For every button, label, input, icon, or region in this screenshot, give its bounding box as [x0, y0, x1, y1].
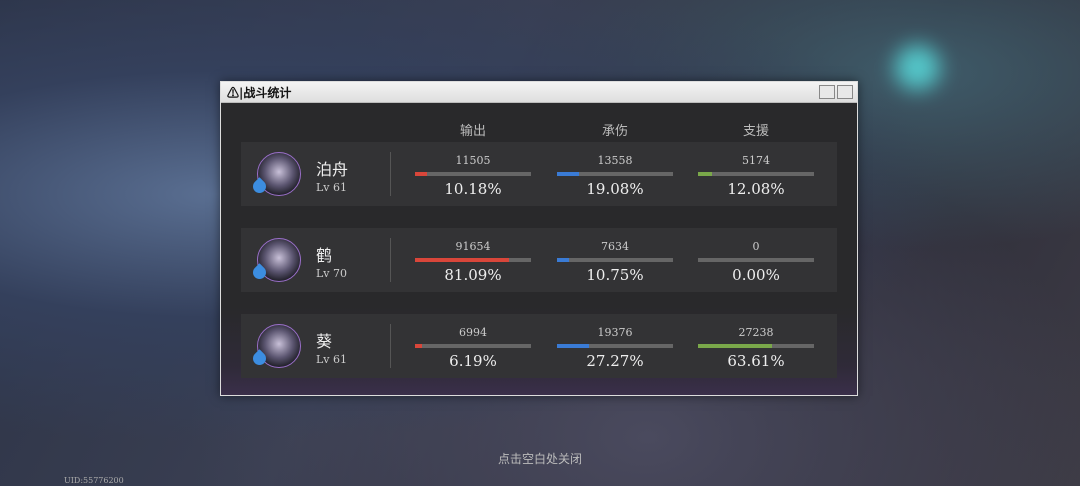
- stat-percent: 10.18%: [444, 180, 502, 198]
- title-text: 战斗统计: [243, 86, 292, 100]
- character-row: 葵 Lv 61 6994 6.19% 19376 27.27% 27238 63.61%: [241, 314, 837, 378]
- stat-bar-track: [698, 344, 814, 348]
- stat-value: 27238: [738, 326, 774, 339]
- stat-bar: [415, 172, 427, 176]
- column-header: 输出: [459, 124, 487, 139]
- title-bar: ⚠|战斗统计: [221, 82, 857, 103]
- stat-percent: 6.19%: [449, 352, 497, 370]
- character-level: Lv 70: [316, 267, 348, 280]
- window-title: ⚠|战斗统计: [227, 86, 292, 100]
- stat-bar-track: [557, 258, 673, 262]
- stat-percent: 10.75%: [586, 266, 644, 284]
- stat-bar-track: [415, 258, 531, 262]
- stat-bar: [698, 172, 712, 176]
- minimize-button[interactable]: [819, 85, 835, 99]
- character-name: 葵: [316, 332, 333, 351]
- stat-value: 19376: [597, 326, 633, 339]
- character-level: Lv 61: [316, 181, 348, 194]
- stat-percent: 27.27%: [586, 352, 644, 370]
- stat-percent: 19.08%: [586, 180, 644, 198]
- stat-bar-track: [557, 344, 673, 348]
- close-hint[interactable]: 点击空白处关闭: [497, 452, 582, 466]
- separator: [390, 152, 391, 196]
- maximize-button[interactable]: [837, 85, 853, 99]
- stat-value: 7634: [601, 240, 629, 253]
- stat-bar-track: [415, 172, 531, 176]
- character-row: 鹤 Lv 70 91654 81.09% 7634 10.75% 0 0.00%: [241, 228, 837, 292]
- stats-window: ⚠|战斗统计 输出 承伤 支援泊舟 Lv 61 11505 10.18% 13558 19.0…: [220, 81, 858, 396]
- column-header: 支援: [742, 124, 770, 139]
- stat-value: 11505: [455, 154, 491, 167]
- stat-value: 0: [752, 240, 760, 253]
- stat-value: 6994: [459, 326, 487, 339]
- stat-value: 5174: [742, 154, 770, 167]
- character-row: 泊舟 Lv 61 11505 10.18% 13558 19.08% 5174 12.08%: [241, 142, 837, 206]
- column-header: 承伤: [601, 124, 629, 139]
- stat-bar: [557, 172, 580, 176]
- stat-bar: [415, 344, 423, 348]
- stat-bar-track: [557, 172, 673, 176]
- separator: [390, 238, 391, 282]
- stat-bar: [698, 344, 772, 348]
- window-body: 输出 承伤 支援泊舟 Lv 61 11505 10.18% 13558 19.08% 5174 1…: [221, 103, 857, 395]
- background-glow: [895, 45, 940, 90]
- stat-percent: 63.61%: [727, 352, 785, 370]
- character-name: 泊舟: [316, 160, 349, 179]
- stat-bar: [415, 258, 510, 262]
- stat-bar-track: [415, 344, 531, 348]
- stat-value: 91654: [455, 240, 491, 253]
- character-name: 鹤: [316, 246, 333, 265]
- character-level: Lv 61: [316, 353, 348, 366]
- uid: UID:55776200: [64, 476, 124, 485]
- stat-percent: 81.09%: [444, 266, 502, 284]
- stat-bar-track: [698, 258, 814, 262]
- stat-percent: 12.08%: [727, 180, 785, 198]
- stat-bar: [557, 344, 589, 348]
- stat-percent: 0.00%: [732, 266, 780, 284]
- separator: [390, 324, 391, 368]
- stat-bar-track: [698, 172, 814, 176]
- stat-bar: [557, 258, 570, 262]
- stat-value: 13558: [597, 154, 633, 167]
